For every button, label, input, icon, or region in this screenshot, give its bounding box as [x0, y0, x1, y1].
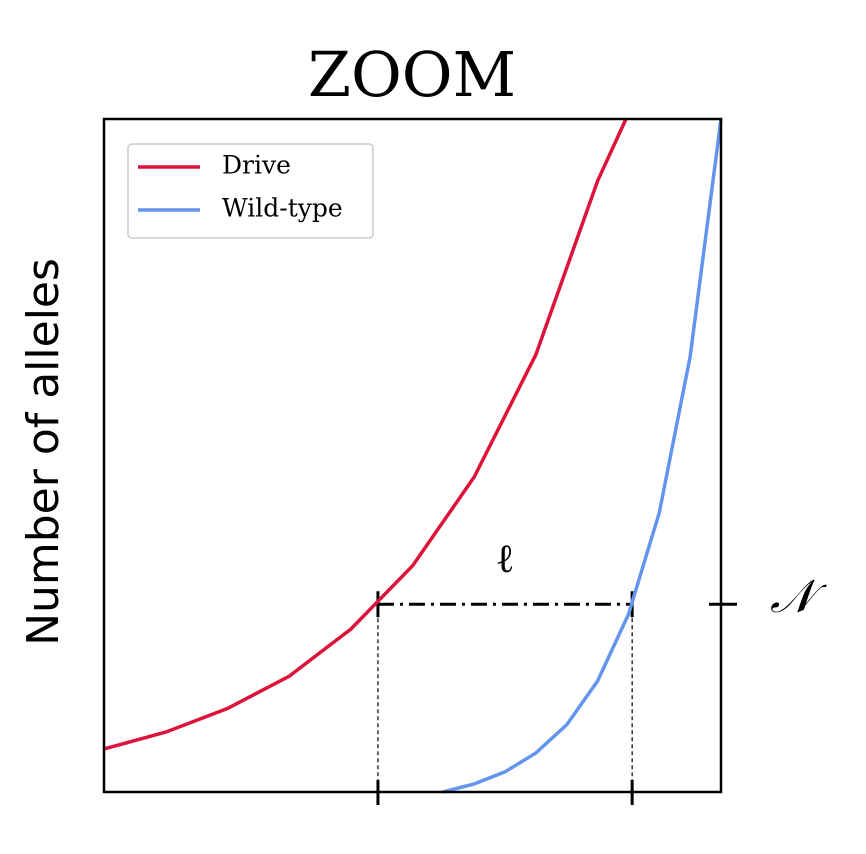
y-axis-label: Number of alleles: [18, 258, 69, 646]
line-series: [103, 118, 628, 751]
axes-frame: [102, 117, 723, 794]
legend-label: Drive: [222, 151, 291, 180]
line-series: [442, 118, 723, 794]
level-label: 𝒩: [770, 569, 827, 623]
chart-title: ZOOM: [308, 38, 516, 111]
legend-label: Wild-type: [222, 194, 343, 223]
length-label: ℓ: [495, 536, 514, 582]
